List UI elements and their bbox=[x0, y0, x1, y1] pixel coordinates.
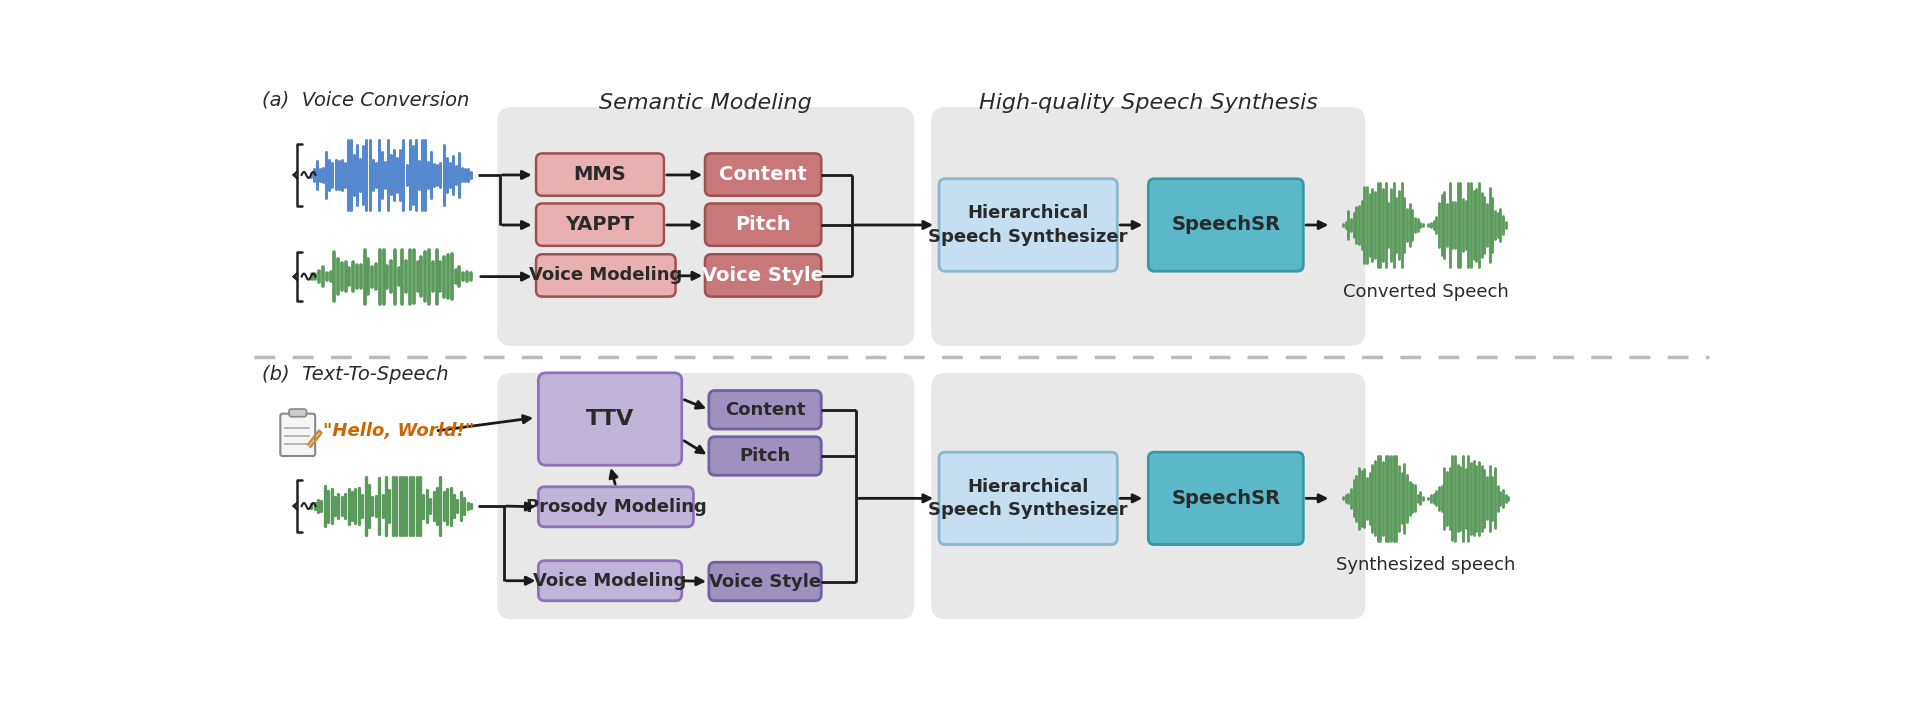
FancyBboxPatch shape bbox=[538, 561, 682, 600]
Text: High-quality Speech Synthesis: High-quality Speech Synthesis bbox=[979, 93, 1317, 112]
FancyBboxPatch shape bbox=[931, 107, 1365, 346]
Text: Hierarchical
Speech Synthesizer: Hierarchical Speech Synthesizer bbox=[929, 204, 1127, 246]
FancyBboxPatch shape bbox=[939, 179, 1117, 271]
FancyBboxPatch shape bbox=[705, 204, 822, 246]
FancyBboxPatch shape bbox=[280, 414, 315, 456]
FancyBboxPatch shape bbox=[931, 373, 1365, 619]
Text: Content: Content bbox=[726, 401, 804, 419]
Text: (a)  Voice Conversion: (a) Voice Conversion bbox=[261, 90, 468, 109]
Text: SpeechSR: SpeechSR bbox=[1171, 489, 1281, 508]
FancyBboxPatch shape bbox=[497, 107, 914, 346]
Text: Hierarchical
Speech Synthesizer: Hierarchical Speech Synthesizer bbox=[929, 477, 1127, 519]
FancyBboxPatch shape bbox=[497, 373, 914, 619]
FancyBboxPatch shape bbox=[536, 153, 664, 196]
Text: (b)  Text-To-Speech: (b) Text-To-Speech bbox=[261, 365, 449, 384]
FancyBboxPatch shape bbox=[1148, 452, 1304, 544]
Text: Prosody Modeling: Prosody Modeling bbox=[526, 498, 707, 516]
FancyBboxPatch shape bbox=[1148, 179, 1304, 271]
FancyBboxPatch shape bbox=[939, 452, 1117, 544]
Text: SpeechSR: SpeechSR bbox=[1171, 215, 1281, 235]
FancyBboxPatch shape bbox=[705, 153, 822, 196]
FancyBboxPatch shape bbox=[290, 409, 307, 417]
FancyBboxPatch shape bbox=[708, 562, 822, 600]
Text: Synthesized speech: Synthesized speech bbox=[1336, 556, 1515, 574]
Text: Semantic Modeling: Semantic Modeling bbox=[599, 93, 812, 112]
Text: Voice Style: Voice Style bbox=[703, 266, 824, 285]
FancyBboxPatch shape bbox=[708, 437, 822, 475]
Text: TTV: TTV bbox=[586, 409, 634, 429]
Text: Content: Content bbox=[720, 165, 806, 184]
Text: YAPPT: YAPPT bbox=[566, 215, 634, 234]
Text: Pitch: Pitch bbox=[735, 215, 791, 234]
Text: Voice Style: Voice Style bbox=[708, 572, 822, 590]
FancyBboxPatch shape bbox=[538, 487, 693, 527]
FancyBboxPatch shape bbox=[536, 204, 664, 246]
Text: MMS: MMS bbox=[574, 165, 626, 184]
Text: Pitch: Pitch bbox=[739, 447, 791, 465]
Text: Converted Speech: Converted Speech bbox=[1342, 283, 1509, 301]
Text: Voice Modeling: Voice Modeling bbox=[534, 572, 687, 590]
Text: Voice Modeling: Voice Modeling bbox=[530, 266, 682, 284]
FancyBboxPatch shape bbox=[536, 254, 676, 297]
FancyBboxPatch shape bbox=[708, 390, 822, 429]
Text: "Hello, World!": "Hello, World!" bbox=[323, 422, 474, 440]
FancyBboxPatch shape bbox=[705, 254, 822, 297]
FancyBboxPatch shape bbox=[538, 373, 682, 465]
